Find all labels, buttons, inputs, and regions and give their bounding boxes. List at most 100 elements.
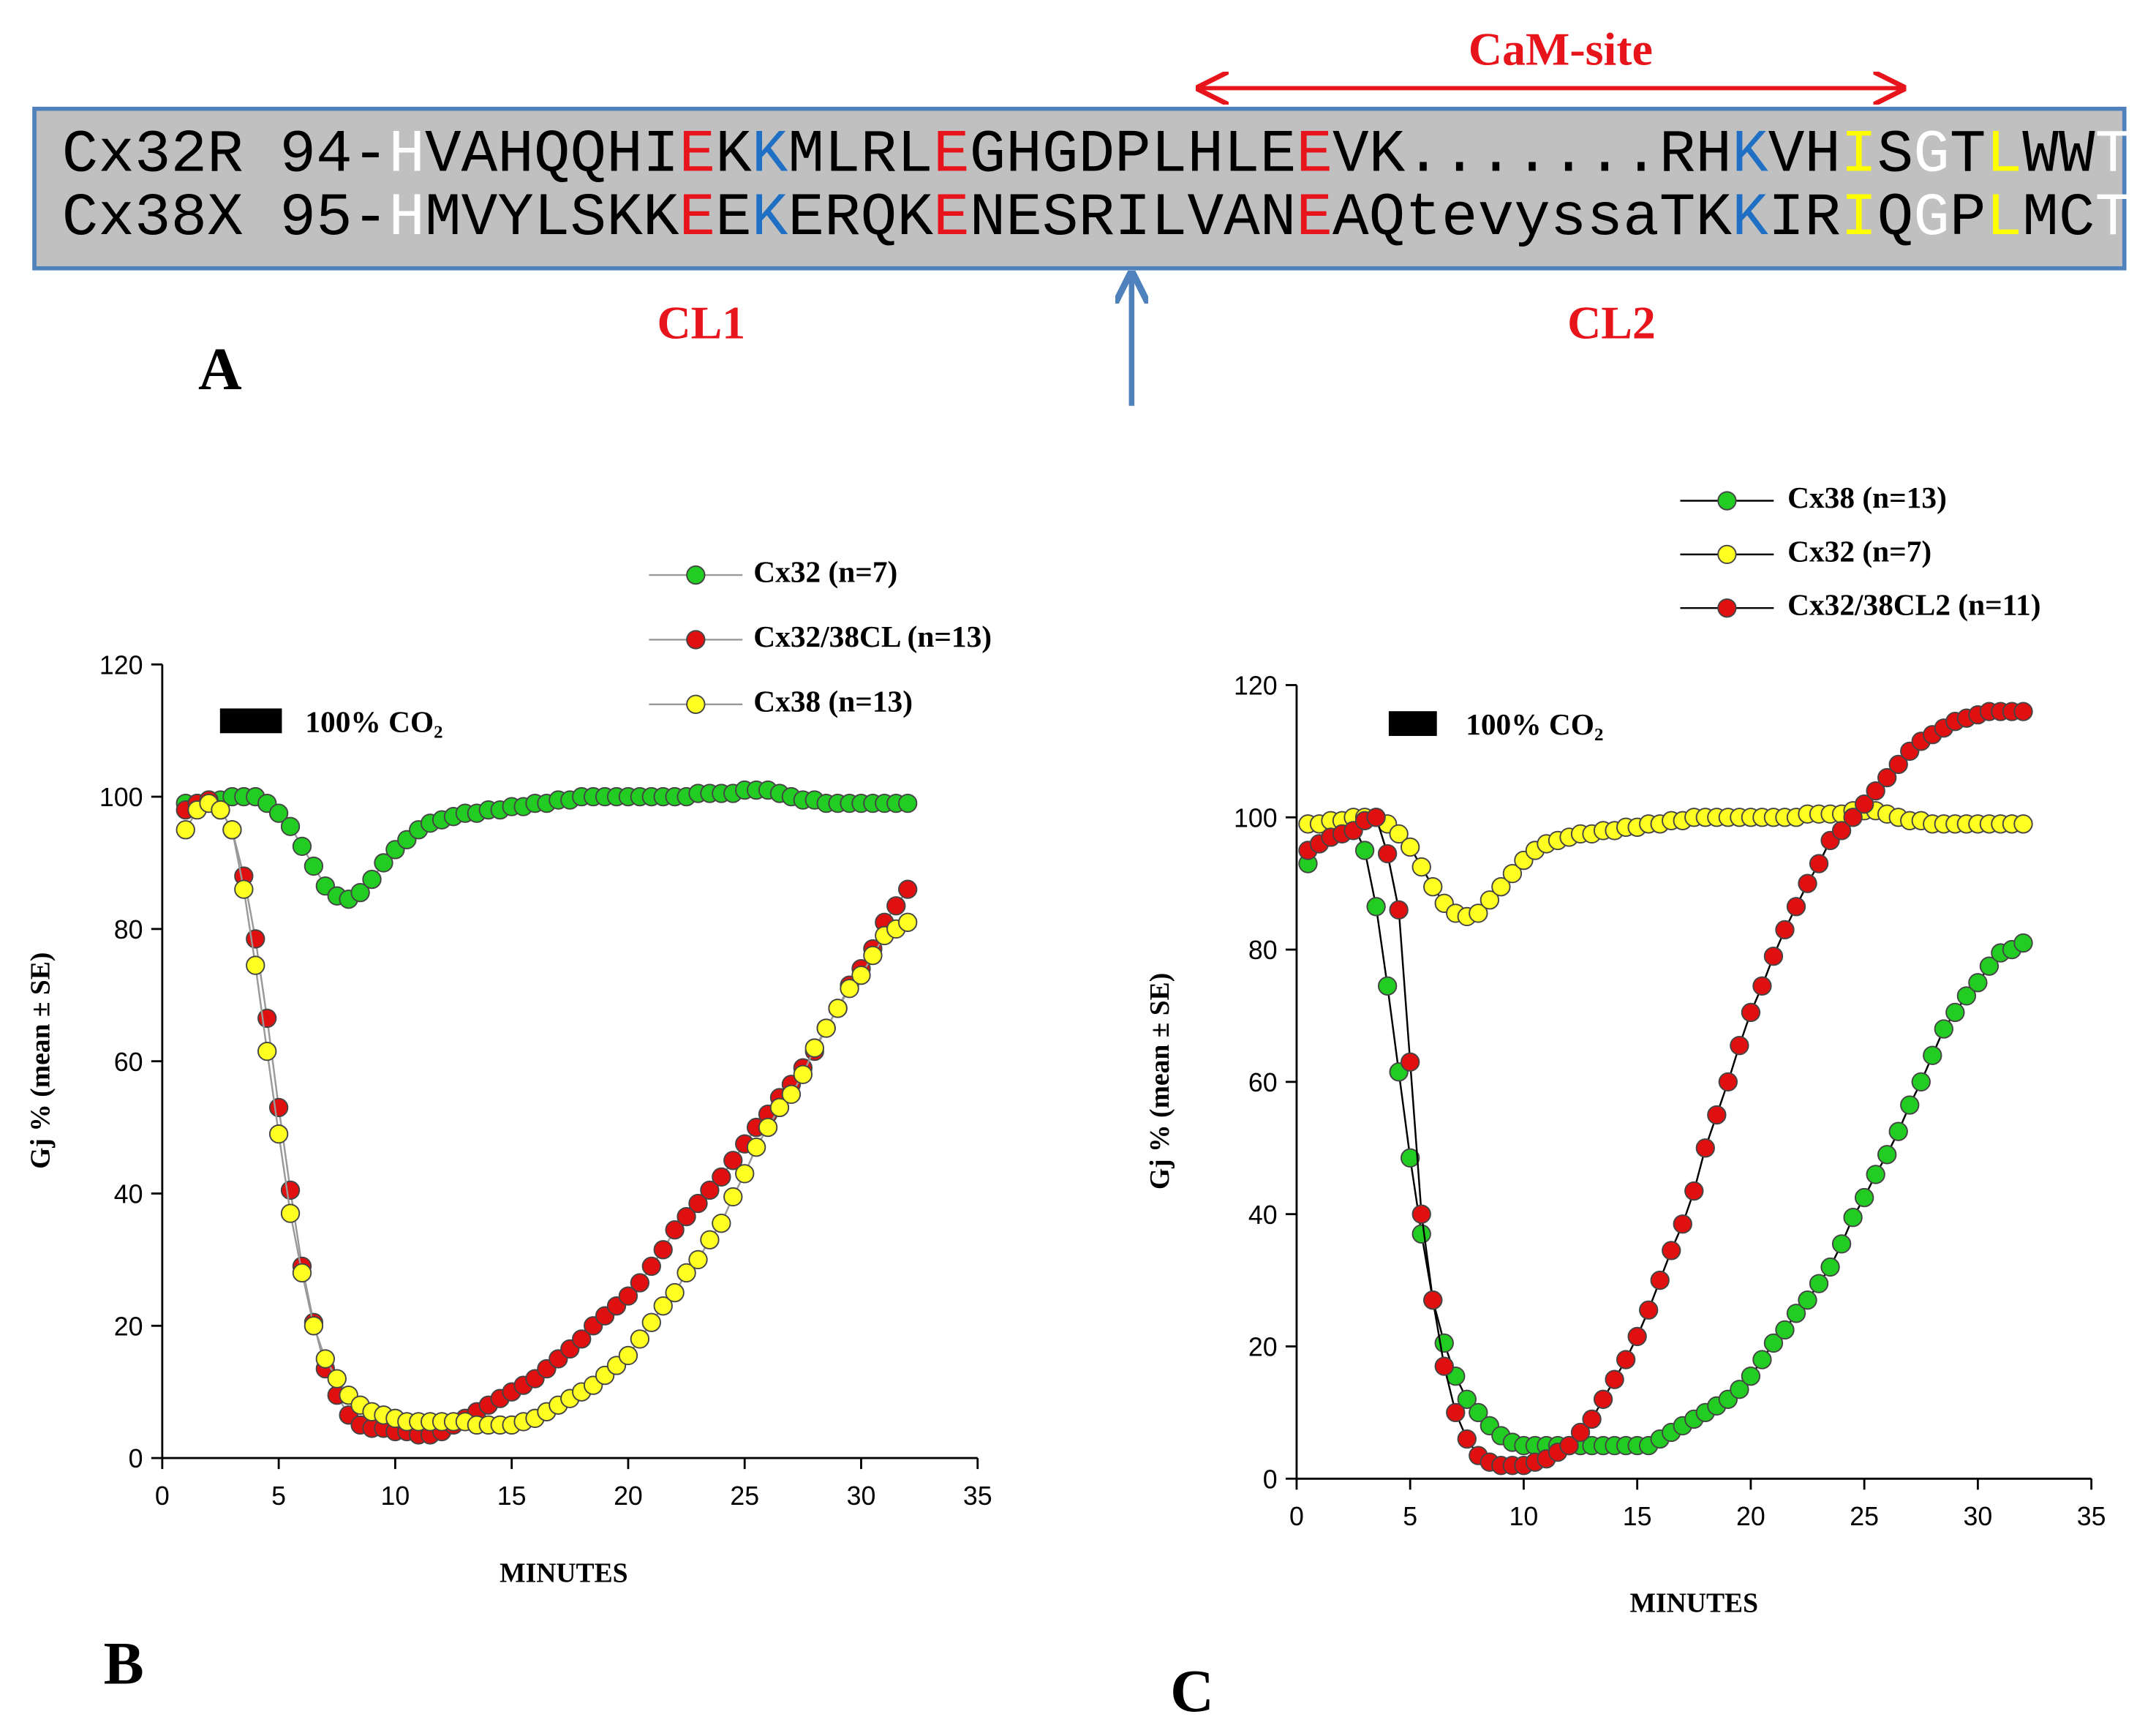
data-point xyxy=(1411,1224,1431,1244)
data-point xyxy=(1605,1369,1624,1389)
data-point xyxy=(1502,863,1523,884)
residue: NESRILVAN xyxy=(970,184,1297,252)
data-point xyxy=(816,1018,836,1038)
y-tick-label: 20 xyxy=(114,1312,143,1341)
data-point xyxy=(1923,1045,1942,1065)
y-tick-label: 120 xyxy=(1234,672,1278,701)
data-point xyxy=(268,1097,289,1118)
y-tick-label: 80 xyxy=(114,915,143,944)
y-axis-label: Gj % (mean ± SE) xyxy=(1145,973,1175,1190)
data-point xyxy=(700,1180,720,1200)
data-point xyxy=(1775,920,1795,940)
data-point xyxy=(723,1187,743,1207)
residue: K xyxy=(752,120,788,189)
data-point xyxy=(1491,877,1511,897)
residue: GHGDPLHLE xyxy=(970,120,1297,189)
data-point xyxy=(769,1097,790,1118)
data-point xyxy=(758,1117,778,1138)
data-point xyxy=(1866,1165,1885,1184)
residue: Cx38X 95- xyxy=(62,184,389,252)
annotation: 100% CO₂ xyxy=(1466,707,1603,741)
residue: T xyxy=(1950,120,1986,189)
data-point xyxy=(1763,946,1784,966)
data-point xyxy=(1718,1072,1738,1092)
panel-label: B xyxy=(104,1629,144,1696)
residue: I xyxy=(1841,184,1877,252)
residue: P xyxy=(1950,184,1986,252)
data-point xyxy=(863,945,883,966)
residue: MVYLSKK xyxy=(425,184,679,252)
data-point xyxy=(1650,1270,1670,1290)
y-tick-label: 60 xyxy=(114,1048,143,1077)
y-tick-label: 80 xyxy=(1248,936,1278,965)
data-point xyxy=(257,1041,277,1061)
data-point xyxy=(1480,890,1500,910)
residue: G xyxy=(1913,120,1950,189)
data-point xyxy=(1730,1035,1749,1056)
residue: E xyxy=(1296,120,1333,189)
data-point xyxy=(1730,1380,1749,1399)
data-point xyxy=(1695,1138,1715,1158)
data-point xyxy=(1786,897,1806,917)
residue: G xyxy=(1913,184,1950,252)
data-point xyxy=(1673,1214,1692,1234)
data-point xyxy=(840,979,859,999)
data-point xyxy=(1401,1148,1420,1168)
data-point xyxy=(641,1312,661,1332)
data-point xyxy=(688,1193,708,1214)
x-tick-label: 25 xyxy=(730,1481,759,1511)
legend-label: Cx38 (n=13) xyxy=(1787,481,1947,515)
residue: VH xyxy=(1768,120,1841,189)
data-point xyxy=(374,853,393,873)
panel-label: C xyxy=(1170,1657,1214,1724)
data-point xyxy=(676,1263,696,1283)
data-point xyxy=(1831,1234,1852,1254)
data-point xyxy=(1446,1402,1466,1423)
x-tick-label: 5 xyxy=(1403,1502,1417,1531)
data-point xyxy=(746,1138,766,1157)
residue: AQtevyssaTK xyxy=(1333,184,1732,252)
data-point xyxy=(292,836,312,857)
data-point xyxy=(653,1296,673,1316)
data-point xyxy=(1662,1241,1681,1260)
data-point xyxy=(1763,1333,1784,1353)
data-point xyxy=(572,1329,592,1349)
data-point xyxy=(898,879,918,899)
data-point xyxy=(630,1329,650,1349)
data-point xyxy=(304,1316,324,1336)
data-point xyxy=(1843,808,1863,827)
data-point xyxy=(1820,1257,1840,1277)
data-point xyxy=(1423,877,1443,897)
x-tick-label: 35 xyxy=(2077,1502,2106,1531)
data-point xyxy=(1911,1072,1931,1092)
x-tick-label: 10 xyxy=(381,1481,410,1511)
data-point xyxy=(618,1286,638,1306)
residue: IR xyxy=(1768,184,1841,252)
x-tick-label: 0 xyxy=(155,1481,170,1511)
data-point xyxy=(712,1167,731,1187)
data-point xyxy=(1389,824,1409,844)
sequence-box xyxy=(32,106,2127,271)
data-point xyxy=(1956,986,1977,1006)
data-point xyxy=(350,882,370,903)
residue: E xyxy=(1296,184,1333,252)
data-point xyxy=(1945,1002,1965,1023)
residue: K xyxy=(752,184,788,252)
x-tick-label: 10 xyxy=(1509,1502,1539,1531)
data-point xyxy=(246,929,265,949)
data-point xyxy=(211,800,230,820)
data-point xyxy=(676,1206,696,1227)
residue: K xyxy=(1732,184,1768,252)
legend-label: Cx38 (n=13) xyxy=(753,684,913,718)
data-point xyxy=(1434,1356,1454,1376)
cam-site-label: CaM-site xyxy=(1469,23,1653,75)
data-point xyxy=(641,1256,661,1277)
data-point xyxy=(1877,1145,1897,1165)
y-axis-label: Gj % (mean ± SE) xyxy=(26,952,56,1169)
data-point xyxy=(1809,854,1829,873)
data-point xyxy=(1809,1274,1829,1293)
residue: MC xyxy=(2022,184,2095,252)
data-point xyxy=(1469,903,1488,923)
legend-marker xyxy=(1717,598,1737,618)
